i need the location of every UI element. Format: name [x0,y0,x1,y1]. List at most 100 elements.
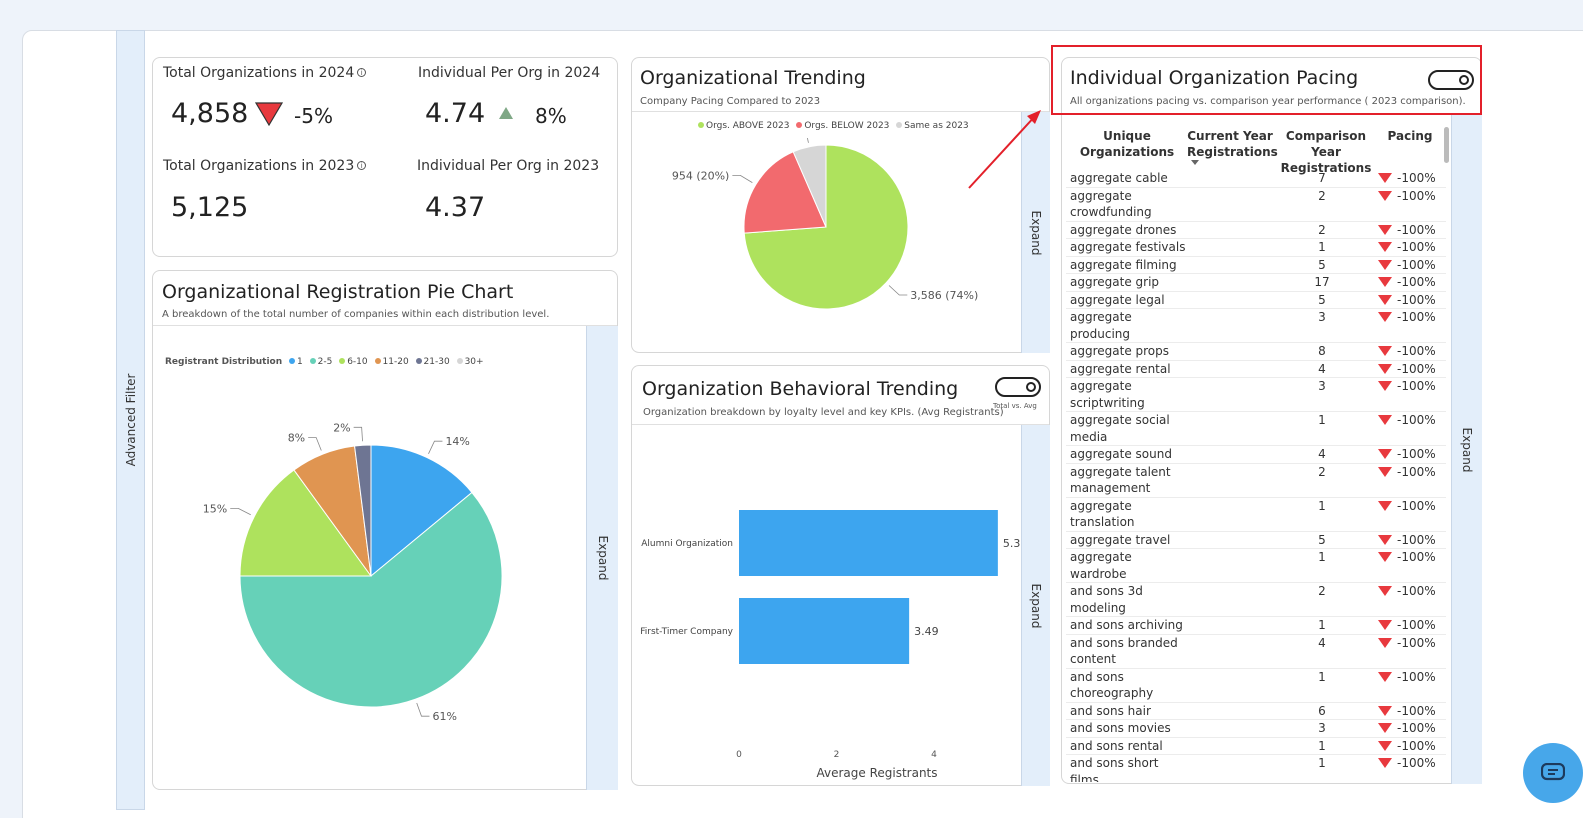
legend-text: 2-5 [317,357,333,367]
table-row[interactable]: aggregate festivals 1 -100% [1066,239,1446,257]
legend-item[interactable]: Orgs. ABOVE 2023 [694,121,789,131]
table-row[interactable]: aggregate drones 2 -100% [1066,222,1446,239]
legend-item[interactable]: 2-5 [306,357,333,367]
column-header-name[interactable]: Unique Organizations [1079,129,1175,159]
pie-slice-0[interactable] [370,444,473,578]
table-row[interactable]: aggregate translation 1 -100% [1066,498,1446,532]
table-row[interactable]: aggregate filming 5 -100% [1066,257,1446,274]
kpi-total-orgs-2024-label: Total Organizations in 2024 i [163,65,367,81]
table-scrollbar[interactable] [1444,127,1449,163]
table-row[interactable]: aggregate sound 4 -100% [1066,446,1446,464]
legend-item[interactable]: 11-20 [371,357,409,367]
cell-current [1186,343,1282,360]
pacing-toggle[interactable] [1428,70,1474,90]
pacing-value: -100% [1397,738,1436,753]
table-row[interactable]: aggregate wardrobe 1 -100% [1066,549,1446,583]
cell-current [1186,378,1282,411]
pacing-card: Individual Organization Pacing All organ… [1061,57,1482,784]
bar-0[interactable] [739,510,998,576]
table-row[interactable]: and sons hair 6 -100% [1066,703,1446,720]
pacing-value: -100% [1397,292,1436,307]
behavioral-bar-chart: Alumni Organization 5.31 First-Timer Compa… [640,510,1020,780]
expand-button[interactable]: Expand [1451,115,1482,784]
down-triangle-icon [1378,346,1392,356]
cell-comparison: 17 [1314,275,1330,289]
table-row[interactable]: and sons choreography 1 -100% [1066,669,1446,703]
info-icon[interactable]: i [357,161,367,170]
table-row[interactable]: and sons movies 3 -100% [1066,720,1446,738]
table-row[interactable]: aggregate travel 5 -100% [1066,532,1446,549]
pacing-subtitle: All organizations pacing vs. comparison … [1070,96,1466,107]
annotation-arrow-icon [968,110,1041,189]
column-header-pacing[interactable]: Pacing [1387,129,1433,143]
table-row[interactable]: aggregate producing 3 -100% [1066,309,1446,343]
leader-line [353,426,363,442]
cell-pacing: -100% [1362,188,1442,221]
cell-org-name: aggregate translation [1070,498,1135,530]
legend-item[interactable]: 6-10 [335,357,368,367]
table-row[interactable]: aggregate props 8 -100% [1066,343,1446,361]
legend-text: 30+ [464,357,484,367]
legend-item[interactable]: Orgs. BELOW 2023 [792,121,889,131]
bar-1[interactable] [739,598,910,664]
column-header-comparison[interactable]: Comparison Year Registrations [1280,129,1372,175]
cell-current [1186,720,1282,737]
toggle-label: Total vs. Avg [993,402,1037,410]
expand-label: Expand [1460,427,1474,472]
cell-current [1186,669,1282,702]
pie-slice-2[interactable] [792,144,827,228]
chat-button[interactable] [1523,743,1583,803]
table-row[interactable]: aggregate scriptwriting 3 -100% [1066,378,1446,412]
table-row[interactable]: and sons 3d modeling 2 -100% [1066,583,1446,617]
cell-org-name: and sons movies [1070,721,1171,735]
pacing-value: -100% [1397,222,1436,237]
expand-button[interactable]: Expand [586,326,618,790]
table-row[interactable]: and sons branded content 4 -100% [1066,635,1446,669]
legend-item[interactable]: Same as 2023 [892,121,969,131]
table-row[interactable]: aggregate rental 4 -100% [1066,361,1446,378]
table-row[interactable]: and sons short films 1 -100% [1066,755,1446,782]
table-row[interactable]: aggregate crowdfunding 2 -100% [1066,188,1446,222]
advanced-filter-panel[interactable]: Advanced Filter [116,30,145,810]
legend-text: 21-30 [423,357,450,367]
cell-comparison: 3 [1318,721,1326,735]
table-row[interactable]: aggregate grip 17 -100% [1066,274,1446,292]
expand-button[interactable]: Expand [1021,112,1050,353]
pacing-value: -100% [1397,703,1436,718]
table-row[interactable]: and sons rental 1 -100% [1066,738,1446,755]
cell-pacing: -100% [1362,378,1442,411]
table-row[interactable]: and sons archiving 1 -100% [1066,617,1446,635]
legend-title: Registrant Distribution [165,357,283,367]
expand-button[interactable]: Expand [1021,425,1050,786]
pacing-value: -100% [1397,188,1436,203]
legend-item[interactable]: 21-30 [412,357,450,367]
table-row[interactable]: aggregate social media 1 -100% [1066,412,1446,446]
pie-slice-2[interactable] [239,469,372,577]
pie-slice-1[interactable] [743,151,827,234]
cell-current [1186,532,1282,549]
info-icon[interactable]: i [357,68,367,77]
bar-value-label: 3.49 [914,625,939,638]
cell-pacing: -100% [1362,361,1442,378]
cell-comparison: 5 [1318,292,1326,307]
cell-org-name: aggregate wardrobe [1070,550,1132,581]
cell-pacing: -100% [1362,498,1442,531]
cell-org-name: and sons branded content [1070,635,1178,667]
cell-comparison: 3 [1318,379,1326,393]
table-row[interactable]: aggregate cable 7 -100% [1066,170,1446,188]
legend-item[interactable]: 30+ [453,357,484,367]
leader-line [428,440,443,455]
table-row[interactable]: aggregate legal 5 -100% [1066,292,1446,309]
pacing-value: -100% [1397,721,1436,735]
pie-slice-4[interactable] [354,444,372,577]
sort-desc-icon[interactable] [1191,160,1199,166]
total-vs-avg-toggle[interactable] [995,377,1041,397]
bar-category-label: Alumni Organization [641,539,733,549]
column-header-current[interactable]: Current Year Registrations [1187,129,1278,159]
pacing-value: -100% [1397,756,1436,770]
table-row[interactable]: aggregate talent management 2 -100% [1066,464,1446,498]
pacing-value: -100% [1397,361,1436,376]
legend-item[interactable]: 1 [285,357,303,367]
pie-slice-1[interactable] [239,491,503,708]
cell-comparison: 1 [1318,413,1326,427]
